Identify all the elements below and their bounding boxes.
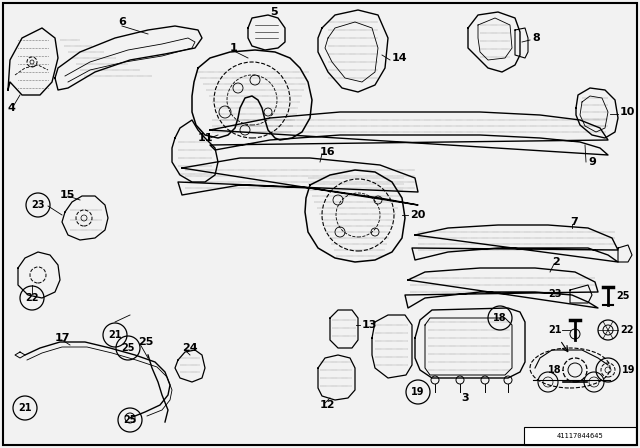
Text: 10: 10 <box>620 107 636 117</box>
Text: 21: 21 <box>548 325 561 335</box>
Text: 3: 3 <box>461 393 469 403</box>
Text: 14: 14 <box>392 53 408 63</box>
Text: 25: 25 <box>616 291 630 301</box>
Text: 9: 9 <box>588 157 596 167</box>
Text: 2: 2 <box>552 257 560 267</box>
Text: 23: 23 <box>31 200 45 210</box>
FancyBboxPatch shape <box>524 427 636 445</box>
Text: 22: 22 <box>620 325 634 335</box>
Text: 1: 1 <box>230 43 237 53</box>
Text: 15: 15 <box>60 190 76 200</box>
Text: 25: 25 <box>121 343 135 353</box>
Text: 11: 11 <box>198 133 214 143</box>
Text: 8: 8 <box>532 33 540 43</box>
Text: 7: 7 <box>570 217 578 227</box>
Text: 19: 19 <box>412 387 425 397</box>
Text: 25: 25 <box>124 415 137 425</box>
Text: 22: 22 <box>25 293 39 303</box>
Text: 23: 23 <box>548 289 561 299</box>
Text: 24: 24 <box>182 343 198 353</box>
Text: 21: 21 <box>19 403 32 413</box>
Text: 20: 20 <box>410 210 426 220</box>
Text: 5: 5 <box>270 7 278 17</box>
Text: 18: 18 <box>493 313 507 323</box>
Text: 21: 21 <box>108 330 122 340</box>
Text: 41117044645: 41117044645 <box>557 433 604 439</box>
Text: 12: 12 <box>320 400 335 410</box>
Text: 13: 13 <box>362 320 378 330</box>
Text: 4: 4 <box>8 103 16 113</box>
Text: 16: 16 <box>320 147 335 157</box>
Text: 19: 19 <box>622 365 636 375</box>
Text: 25: 25 <box>138 337 154 347</box>
Text: 17: 17 <box>55 333 70 343</box>
Text: 6: 6 <box>118 17 126 27</box>
Text: 18: 18 <box>548 365 562 375</box>
